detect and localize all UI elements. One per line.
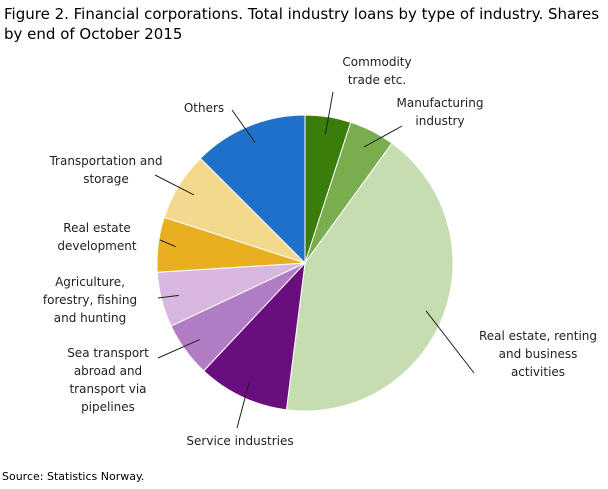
leader-line bbox=[154, 174, 195, 196]
leader-line bbox=[231, 109, 256, 143]
slice-label: Transportation and storage bbox=[49, 154, 163, 186]
source-note: Source: Statistics Norway. bbox=[2, 470, 145, 483]
leader-line bbox=[324, 91, 334, 135]
slice-label: Others bbox=[183, 101, 225, 115]
pie-slice bbox=[285, 142, 454, 412]
slice-label: Real estate, renting and business activi… bbox=[478, 329, 597, 379]
slice-label: Real estate development bbox=[57, 221, 137, 253]
slice-label: Commodity trade etc. bbox=[342, 55, 412, 87]
chart-title: Figure 2. Financial corporations. Total … bbox=[4, 5, 600, 43]
leader-line bbox=[236, 380, 251, 429]
slice-label: Service industries bbox=[186, 434, 294, 448]
leader-line bbox=[363, 125, 403, 148]
leader-line bbox=[157, 339, 200, 359]
pie-slice bbox=[202, 261, 306, 411]
pie-slice bbox=[199, 114, 306, 265]
slice-label: Agriculture, forestry, fishing and hunti… bbox=[42, 275, 138, 325]
leader-line bbox=[425, 310, 475, 374]
leader-line bbox=[159, 239, 176, 248]
leader-line bbox=[157, 294, 179, 299]
slice-label: Sea transport abroad and transport via p… bbox=[67, 346, 149, 414]
slice-label: Manufacturing industry bbox=[396, 96, 484, 128]
